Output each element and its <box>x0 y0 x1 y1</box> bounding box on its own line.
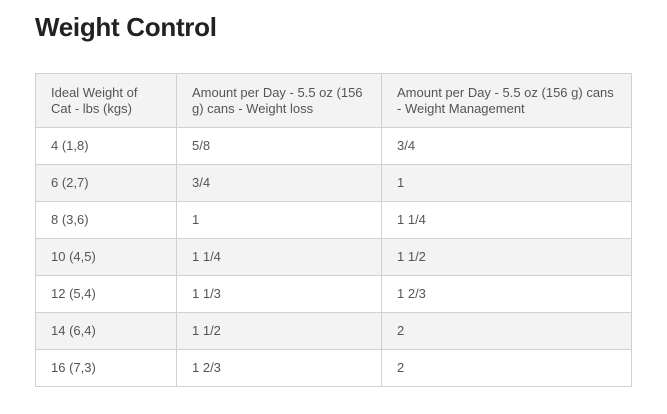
table-cell: 1 1/4 <box>381 201 632 239</box>
table-cell: 3/4 <box>381 127 632 165</box>
table-cell: 1 2/3 <box>176 349 382 387</box>
table-cell: 1 <box>381 164 632 202</box>
table-row: 12 (5,4) 1 1/3 1 2/3 <box>35 275 632 313</box>
table-row: 6 (2,7) 3/4 1 <box>35 164 632 202</box>
table-cell: 1 1/2 <box>381 238 632 276</box>
table-cell: 3/4 <box>176 164 382 202</box>
table-cell: 5/8 <box>176 127 382 165</box>
table-cell: 1 2/3 <box>381 275 632 313</box>
table-cell: 2 <box>381 312 632 350</box>
table-cell: 1 1/3 <box>176 275 382 313</box>
table-cell: 10 (4,5) <box>35 238 177 276</box>
column-header: Ideal Weight of Cat - lbs (kgs) <box>35 73 177 128</box>
table-body: 4 (1,8) 5/8 3/4 6 (2,7) 3/4 1 8 (3,6) 1 1 1/4 10 … <box>35 127 632 387</box>
table-cell: 12 (5,4) <box>35 275 177 313</box>
column-header: Amount per Day - 5.5 oz (156 g) cans - W… <box>381 73 632 128</box>
table-head: Ideal Weight of Cat - lbs (kgs) Amount pe… <box>35 73 632 128</box>
table-cell: 4 (1,8) <box>35 127 177 165</box>
header-row: Ideal Weight of Cat - lbs (kgs) Amount pe… <box>35 73 632 128</box>
table-cell: 1 <box>176 201 382 239</box>
table-cell: 1 1/2 <box>176 312 382 350</box>
page-title: Weight Control <box>35 12 217 42</box>
column-header: Amount per Day - 5.5 oz (156 g) cans - W… <box>176 73 382 128</box>
feeding-table: Ideal Weight of Cat - lbs (kgs) Amount pe… <box>35 73 632 387</box>
table-row: 14 (6,4) 1 1/2 2 <box>35 312 632 350</box>
table-cell: 16 (7,3) <box>35 349 177 387</box>
table-cell: 14 (6,4) <box>35 312 177 350</box>
table-cell: 1 1/4 <box>176 238 382 276</box>
table-cell: 6 (2,7) <box>35 164 177 202</box>
table-cell: 2 <box>381 349 632 387</box>
table-row: 4 (1,8) 5/8 3/4 <box>35 127 632 165</box>
table-cell: 8 (3,6) <box>35 201 177 239</box>
table-row: 16 (7,3) 1 2/3 2 <box>35 349 632 387</box>
table-row: 10 (4,5) 1 1/4 1 1/2 <box>35 238 632 276</box>
table-row: 8 (3,6) 1 1 1/4 <box>35 201 632 239</box>
